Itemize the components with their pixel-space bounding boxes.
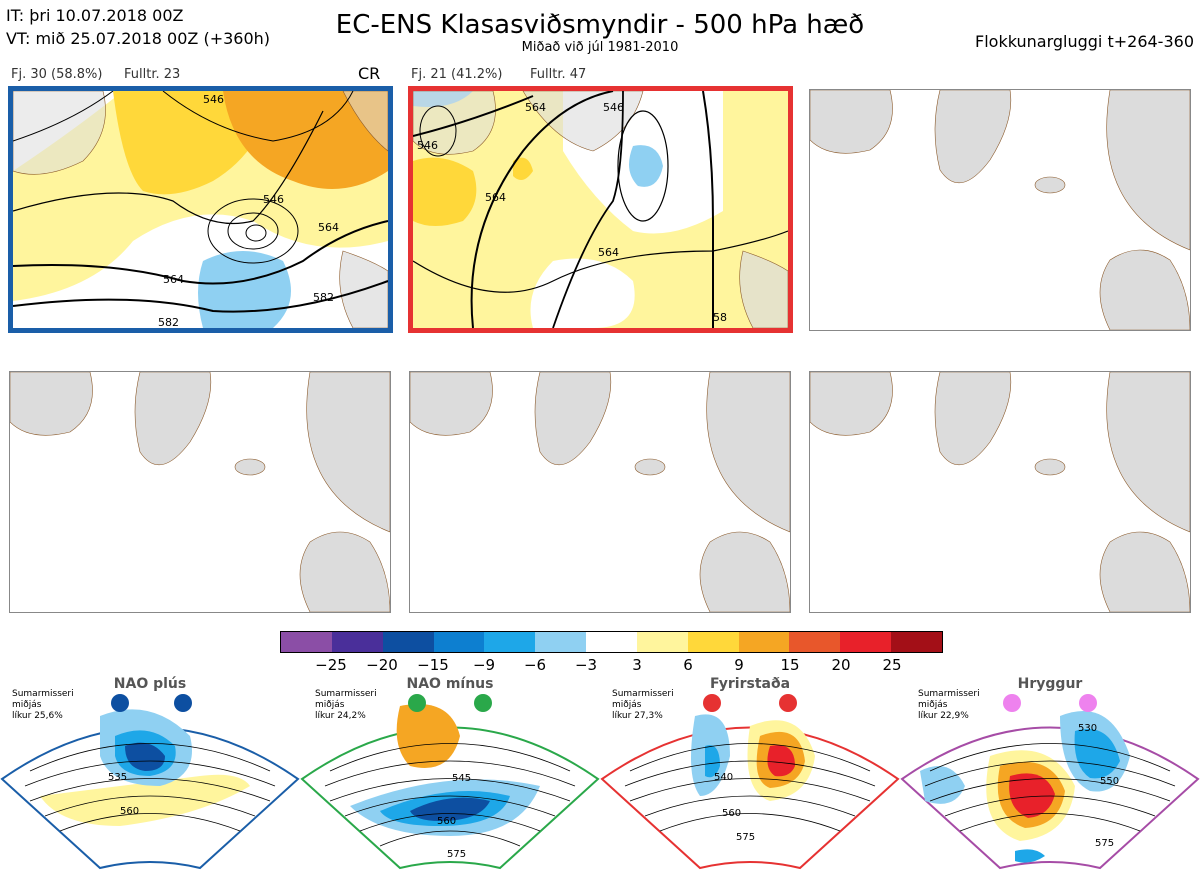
regime-season: Sumarmisseri <box>315 689 377 699</box>
regime-blocking: 540 560 575 Fyrirstaða Sumarmisseri miðj… <box>600 676 900 871</box>
empty-map-3 <box>809 89 1191 331</box>
contour-label: 58 <box>713 311 727 324</box>
colorbar-swatch <box>535 632 587 652</box>
regime-contour-label: 560 <box>437 816 456 827</box>
regime-title: NAO plús <box>113 676 187 692</box>
regime-nao-minus: 545 560 575 NAO mínus Sumarmisseri miðjá… <box>300 676 600 871</box>
regime-subtitle: miðjás <box>918 700 948 710</box>
land-masses <box>810 372 1190 612</box>
initial-time: IT: þri 10.07.2018 00Z <box>6 6 184 25</box>
regime-title: Hryggur <box>1017 676 1083 692</box>
regime-title: NAO mínus <box>406 676 494 692</box>
regime-probability: líkur 27,3% <box>612 711 663 721</box>
cluster-1-regime-tag: CR <box>358 64 381 83</box>
colorbar-tick-label: 3 <box>632 656 642 674</box>
regime-contour-label: 560 <box>722 808 741 819</box>
anomaly-fill <box>13 91 388 328</box>
regime-contour-label: 545 <box>452 773 471 784</box>
cluster-2-map: 564 546 546 564 564 58 <box>408 86 793 333</box>
contours <box>13 91 388 313</box>
colorbar-tick-label: −6 <box>523 656 547 674</box>
colorbar-swatch <box>840 632 892 652</box>
colorbar-swatch <box>789 632 841 652</box>
regime-contour-label: 560 <box>120 806 139 817</box>
contour-label: 564 <box>318 221 339 234</box>
colorbar-swatch <box>636 632 688 652</box>
regime-contour-label: 550 <box>1100 776 1119 787</box>
colorbar-tick-label: −20 <box>366 656 398 674</box>
colorbar-swatch <box>738 632 790 652</box>
colorbar-swatch <box>281 632 332 652</box>
colorbar-swatch <box>586 632 637 652</box>
land-masses <box>410 372 790 612</box>
regime-probability: líkur 25,6% <box>12 711 63 721</box>
regime-ridge: 530 550 575 Hryggur Sumarmisseri miðjás … <box>900 676 1200 871</box>
cluster-2-representative: Fulltr. 47 <box>530 67 587 82</box>
contour-label: 546 <box>203 93 224 106</box>
colorbar-swatch <box>687 632 739 652</box>
regime-probability: líkur 22,9% <box>918 711 969 721</box>
contour-label: 564 <box>485 191 506 204</box>
classification-window: Flokkunargluggi t+264-360 <box>975 32 1194 51</box>
colorbar-tick-label: 25 <box>882 656 902 674</box>
land-masses <box>13 91 388 328</box>
regime-contour-label: 530 <box>1078 723 1097 734</box>
page-title: EC-ENS Klasasviðsmyndir - 500 hPa hæð <box>335 10 865 40</box>
contour-label: 546 <box>263 193 284 206</box>
colorbar <box>280 631 943 653</box>
contour-label: 546 <box>417 139 438 152</box>
land-masses <box>10 372 390 612</box>
colorbar-tick-label: −25 <box>315 656 347 674</box>
contour-label: 564 <box>598 246 619 259</box>
regime-season: Sumarmisseri <box>612 689 674 699</box>
contour-label: 582 <box>158 316 179 328</box>
colorbar-swatch <box>484 632 536 652</box>
regime-subtitle: miðjás <box>612 700 642 710</box>
regime-contour-label: 575 <box>1095 838 1114 849</box>
regime-probability: líkur 24,2% <box>315 711 366 721</box>
regime-contour-label: 575 <box>447 849 466 860</box>
page-subtitle: Miðað við júl 1981-2010 <box>521 40 679 55</box>
regime-season: Sumarmisseri <box>12 689 74 699</box>
colorbar-tick-label: −15 <box>417 656 449 674</box>
anomaly-fill <box>413 91 788 328</box>
regime-title: Fyrirstaða <box>709 676 791 692</box>
contour-label: 564 <box>163 273 184 286</box>
colorbar-tick-label: 6 <box>683 656 693 674</box>
colorbar-tick-label: 15 <box>780 656 800 674</box>
regime-contour-label: 540 <box>714 772 733 783</box>
contours <box>413 91 788 328</box>
contour-label: 582 <box>313 291 334 304</box>
colorbar-swatch <box>331 632 383 652</box>
colorbar-ticks: −25 −20 −15 −9 −6 −3 3 6 9 15 20 25 <box>258 656 965 674</box>
contour-label: 546 <box>603 101 624 114</box>
colorbar-tick-label: −3 <box>574 656 598 674</box>
regime-nao-plus: 535 560 NAO plús Sumarmisseri miðjás lík… <box>0 676 300 871</box>
colorbar-swatch <box>382 632 434 652</box>
cluster-1-members: Fj. 30 (58.8%) <box>11 67 103 82</box>
empty-map-5 <box>409 371 791 613</box>
empty-map-4 <box>9 371 391 613</box>
cluster-1-representative: Fulltr. 23 <box>124 67 181 82</box>
regime-subtitle: miðjás <box>315 700 345 710</box>
regime-subtitle: miðjás <box>12 700 42 710</box>
colorbar-tick-label: 9 <box>734 656 744 674</box>
colorbar-swatch <box>433 632 485 652</box>
colorbar-swatch <box>891 632 942 652</box>
regime-contour-label: 535 <box>108 772 127 783</box>
cluster-2-members: Fj. 21 (41.2%) <box>411 67 503 82</box>
valid-time: VT: mið 25.07.2018 00Z (+360h) <box>6 29 271 48</box>
colorbar-tick-label: −9 <box>472 656 496 674</box>
colorbar-tick-label: 20 <box>831 656 851 674</box>
regime-season: Sumarmisseri <box>918 689 980 699</box>
cluster-1-map: 546 546 564 564 582 582 <box>8 86 393 333</box>
regime-contour-label: 575 <box>736 832 755 843</box>
land-masses <box>810 90 1190 330</box>
empty-map-6 <box>809 371 1191 613</box>
contour-label: 564 <box>525 101 546 114</box>
